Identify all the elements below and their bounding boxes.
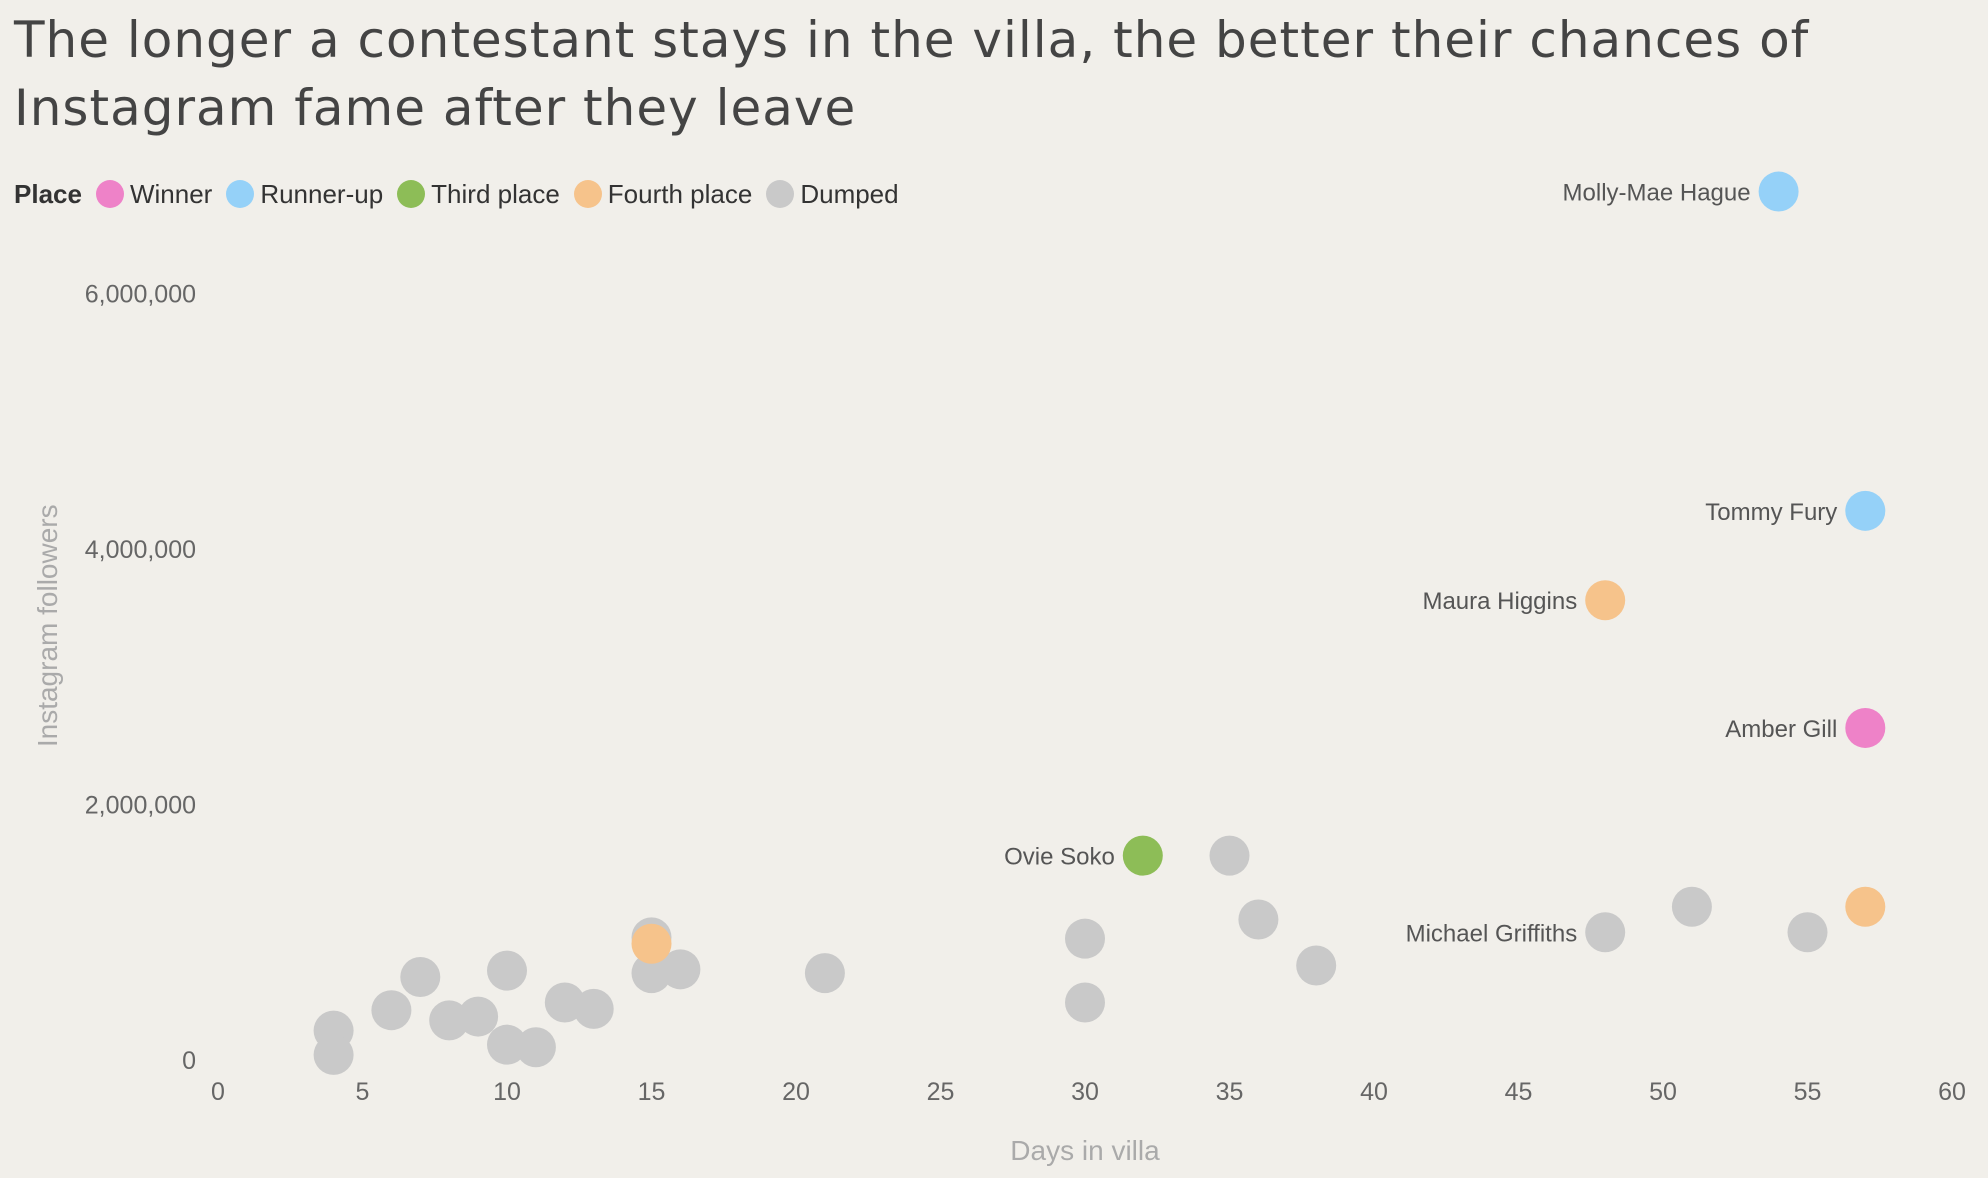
- legend-swatch-runner-up: [226, 180, 255, 208]
- x-tick-label: 45: [1505, 1078, 1533, 1106]
- data-point-dumped: [1065, 982, 1105, 1023]
- legend: Place Winner Runner-up Third place Fourt…: [14, 176, 913, 212]
- legend-label-third-place: Third place: [431, 178, 560, 209]
- data-point-dumped: [1238, 899, 1279, 940]
- point-label: Amber Gill: [1725, 716, 1837, 743]
- data-point-dumped: [804, 953, 845, 994]
- legend-item-third-place: Third place: [397, 179, 560, 210]
- data-point-dumped: [371, 990, 412, 1031]
- point-label: Maura Higgins: [1422, 588, 1577, 615]
- data-point-dumped: [487, 1024, 527, 1065]
- x-tick-label: 25: [927, 1078, 955, 1106]
- legend-label-runner-up: Runner-up: [260, 178, 384, 209]
- x-tick-label: 40: [1360, 1078, 1388, 1106]
- data-point-dumped: [400, 956, 441, 997]
- data-point-dumped: [313, 1034, 354, 1075]
- data-points: [313, 171, 1886, 1075]
- data-point-dumped: [1671, 886, 1712, 927]
- legend-label-dumped: Dumped: [800, 178, 899, 209]
- data-point-third: [1122, 835, 1163, 876]
- data-point-dumped: [1296, 945, 1337, 986]
- data-point-fourth: [631, 923, 672, 964]
- data-point-dumped: [515, 1027, 556, 1068]
- x-tick-label: 60: [1938, 1078, 1966, 1106]
- legend-swatch-winner: [95, 180, 124, 208]
- legend-title: Place: [14, 178, 82, 209]
- y-tick-label: 6,000,000: [85, 281, 196, 309]
- y-tick-label: 2,000,000: [85, 792, 196, 820]
- data-point-dumped: [1065, 918, 1105, 959]
- legend-swatch-fourth-place: [573, 180, 602, 208]
- x-tick-label: 15: [638, 1078, 666, 1106]
- data-point-dumped: [487, 950, 527, 991]
- x-axis-ticks: 0 5 10 15 20 25 30 35 40 45 50 55 60: [211, 1078, 1966, 1106]
- x-tick-label: 0: [211, 1078, 225, 1106]
- x-tick-label: 35: [1216, 1078, 1244, 1106]
- data-point-dumped: [660, 949, 701, 990]
- legend-item-fourth-place: Fourth place: [573, 178, 753, 210]
- y-axis-ticks: 0 2,000,000 4,000,000 6,000,000: [85, 281, 196, 1075]
- data-point-dumped: [1787, 912, 1828, 953]
- data-point-dumped: [1209, 835, 1250, 876]
- data-point-fourth: [1845, 886, 1886, 927]
- legend-swatch-third-place: [397, 180, 426, 208]
- legend-item-runner-up: Runner-up: [226, 179, 383, 210]
- point-label: Ovie Soko: [1004, 844, 1115, 871]
- x-tick-label: 50: [1649, 1078, 1677, 1106]
- point-labels: Ovie Soko Michael Griffiths Maura Higgins M…: [1004, 180, 1837, 948]
- data-point-dumped: [1585, 912, 1626, 953]
- legend-swatch-dumped: [766, 180, 795, 208]
- data-point-fourth: [1585, 580, 1626, 621]
- point-label: Michael Griffiths: [1406, 920, 1578, 947]
- data-point-dumped: [573, 988, 614, 1029]
- point-label: Molly-Mae Hague: [1563, 180, 1751, 207]
- x-tick-label: 10: [493, 1078, 521, 1106]
- x-tick-label: 55: [1794, 1078, 1822, 1106]
- legend-label-fourth-place: Fourth place: [607, 178, 753, 209]
- legend-label-winner: Winner: [129, 178, 213, 209]
- x-tick-label: 20: [782, 1078, 810, 1106]
- y-tick-label: 4,000,000: [85, 536, 196, 564]
- legend-item-dumped: Dumped: [766, 178, 899, 210]
- x-axis-label: Days in villa: [1010, 1135, 1160, 1166]
- chart-title: The longer a contestant stays in the vil…: [14, 11, 1810, 137]
- legend-item-winner: Winner: [95, 178, 213, 210]
- data-point-runner-up: [1758, 171, 1799, 212]
- data-point-winner: [1845, 707, 1886, 748]
- data-point-dumped: [458, 996, 499, 1037]
- x-tick-label: 5: [356, 1078, 370, 1106]
- data-point-runner-up: [1845, 490, 1886, 531]
- y-tick-label: 0: [182, 1047, 196, 1075]
- point-label: Tommy Fury: [1705, 499, 1837, 526]
- x-tick-label: 30: [1071, 1078, 1099, 1106]
- y-axis-label: Instagram followers: [32, 504, 63, 747]
